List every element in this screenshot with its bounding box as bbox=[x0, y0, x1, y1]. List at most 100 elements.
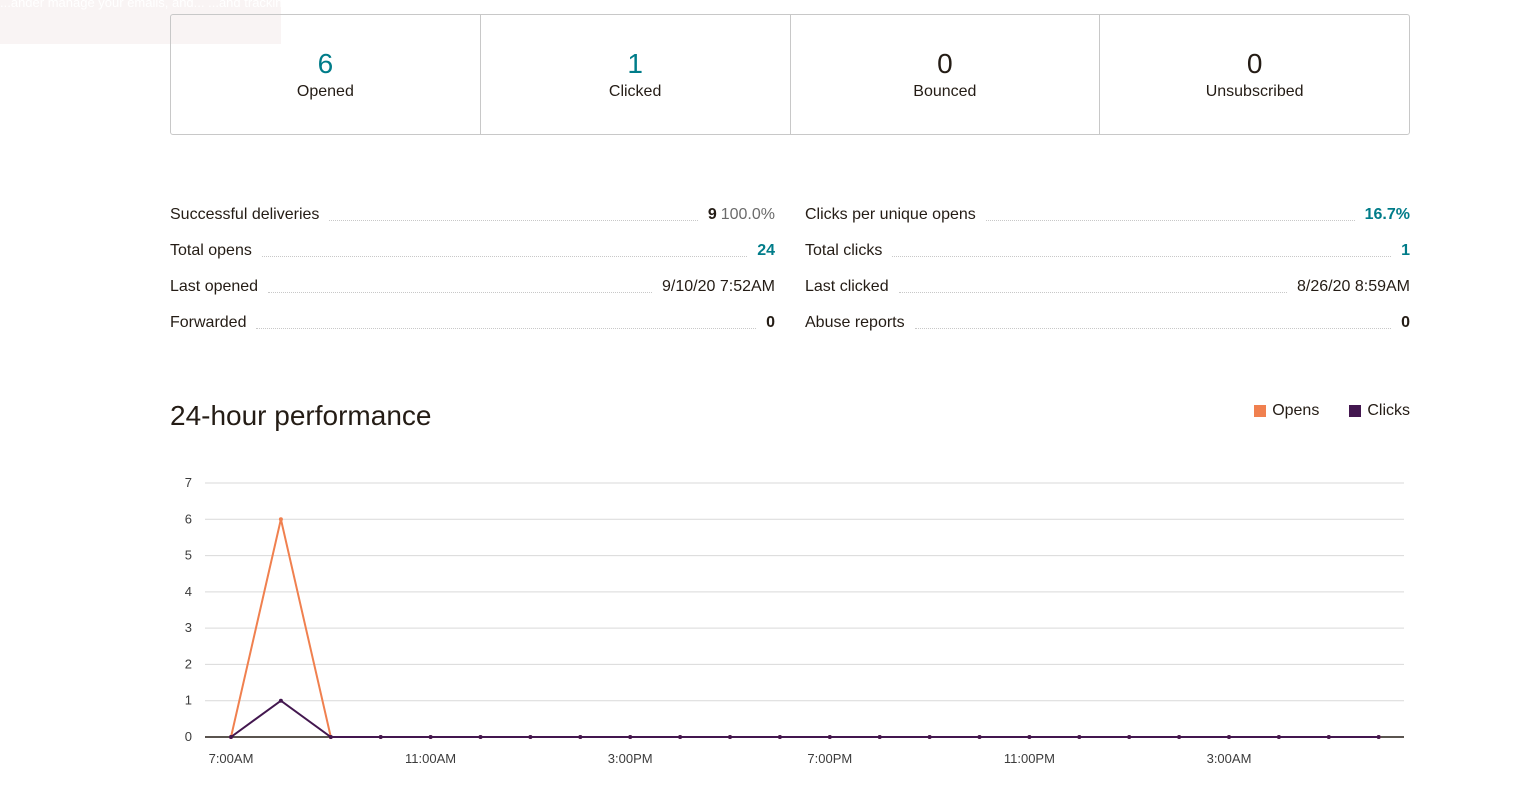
y-tick-label: 0 bbox=[185, 729, 192, 744]
series-line-clicks bbox=[230, 699, 1379, 738]
opens-swatch bbox=[1254, 405, 1267, 417]
chart-legend: Opens Clicks bbox=[1254, 402, 1410, 420]
metric-label: Last opened bbox=[170, 278, 259, 295]
leader-dots bbox=[914, 328, 1392, 329]
metric-label: Clicks per unique opens bbox=[805, 206, 976, 223]
x-tick-label: 3:00PM bbox=[608, 751, 653, 766]
stat-unsubscribed-label: Unsubscribed bbox=[1205, 83, 1304, 100]
point-clicks bbox=[528, 735, 533, 739]
point-clicks bbox=[478, 735, 483, 739]
leader-dots bbox=[256, 328, 757, 329]
point-clicks bbox=[1027, 735, 1032, 739]
stat-bounced-value: 0 bbox=[937, 48, 953, 79]
leader-dots bbox=[261, 256, 748, 257]
point-clicks bbox=[1276, 735, 1281, 739]
y-tick-label: 3 bbox=[185, 620, 192, 635]
metric-value[interactable]: 24 bbox=[757, 242, 775, 268]
clicks-per-opens-link[interactable]: 16.7% bbox=[1364, 206, 1410, 223]
stat-opened[interactable]: 6 Opened bbox=[171, 15, 481, 134]
point-clicks bbox=[1127, 735, 1132, 739]
point-clicks bbox=[1227, 735, 1231, 739]
metric-label: Abuse reports bbox=[805, 314, 905, 331]
metric-label: Successful deliveries bbox=[170, 206, 320, 223]
metric-value[interactable]: 16.7% bbox=[1365, 206, 1410, 232]
point-clicks bbox=[977, 735, 982, 739]
metrics-right: Clicks per unique opens 16.7% Total clic… bbox=[805, 196, 1410, 340]
leader-dots bbox=[268, 292, 653, 293]
metric-label: Last clicked bbox=[805, 278, 889, 295]
metric-value: 9 100.0% bbox=[708, 206, 775, 232]
metric-value: 0 bbox=[1401, 314, 1410, 340]
metric-last-clicked: Last clicked 8/26/20 8:59AM bbox=[805, 268, 1410, 304]
point-clicks bbox=[728, 735, 732, 739]
metric-last-opened: Last opened 9/10/20 7:52AM bbox=[170, 268, 775, 304]
metric-value[interactable]: 1 bbox=[1401, 242, 1410, 268]
notification-toast[interactable]: ...ander manage your emails, and... ...a… bbox=[0, 0, 281, 44]
total-opens-link[interactable]: 24 bbox=[757, 242, 775, 259]
metric-forwarded: Forwarded 0 bbox=[170, 304, 775, 340]
stat-opened-label: Opened bbox=[296, 83, 354, 100]
point-clicks bbox=[1376, 735, 1381, 739]
metric-label: Total opens bbox=[170, 242, 252, 259]
metric-total-clicks: Total clicks 1 bbox=[805, 232, 1410, 268]
metric-label: Forwarded bbox=[170, 314, 247, 331]
total-clicks-link[interactable]: 1 bbox=[1401, 242, 1410, 259]
leader-dots bbox=[892, 256, 1392, 257]
x-tick-label: 11:00PM bbox=[1004, 751, 1055, 766]
stat-clicked-value[interactable]: 1 bbox=[627, 48, 643, 79]
point-clicks bbox=[678, 735, 683, 739]
leader-dots bbox=[985, 220, 1355, 221]
point-clicks bbox=[877, 735, 882, 739]
metric-label: Total clicks bbox=[805, 242, 883, 259]
performance-title: 24-hour performance bbox=[170, 400, 432, 431]
point-clicks bbox=[278, 698, 283, 703]
y-tick-label: 5 bbox=[185, 548, 192, 563]
point-opens bbox=[278, 517, 283, 522]
point-clicks bbox=[328, 735, 333, 739]
y-tick-label: 7 bbox=[185, 475, 192, 490]
summary-stats: 6 Opened 1 Clicked 0 Bounced 0 Unsubscri… bbox=[170, 14, 1410, 135]
point-clicks bbox=[378, 735, 383, 739]
metric-total-opens: Total opens 24 bbox=[170, 232, 775, 268]
abuse-count: 0 bbox=[1401, 314, 1410, 331]
stat-clicked[interactable]: 1 Clicked bbox=[481, 15, 791, 134]
metric-value: 0 bbox=[766, 314, 775, 340]
legend-opens[interactable]: Opens bbox=[1254, 402, 1319, 420]
x-tick-label: 3:00AM bbox=[1207, 751, 1252, 766]
point-clicks bbox=[229, 735, 233, 739]
y-tick-label: 4 bbox=[185, 584, 192, 599]
x-tick-label: 7:00AM bbox=[209, 751, 254, 766]
x-tick-label: 7:00PM bbox=[807, 751, 852, 766]
leader-dots bbox=[898, 292, 1288, 293]
point-clicks bbox=[927, 735, 932, 739]
deliveries-count: 9 bbox=[707, 206, 717, 223]
point-clicks bbox=[628, 735, 633, 739]
metric-value: 9/10/20 7:52AM bbox=[662, 278, 775, 295]
x-tick-label: 11:00AM bbox=[405, 751, 456, 766]
point-clicks bbox=[1077, 735, 1082, 739]
stat-opened-value[interactable]: 6 bbox=[317, 48, 334, 79]
performance-line-chart: 0 1 2 3 4 5 6 7 7:00AM 11:00AM 3:00PM 7:00PM 11:00PM… bbox=[185, 475, 1404, 766]
metric-clicks-per-unique-opens: Clicks per unique opens 16.7% bbox=[805, 196, 1410, 232]
stat-bounced: 0 Bounced bbox=[791, 15, 1101, 134]
metric-value: 8/26/20 8:59AM bbox=[1297, 278, 1410, 295]
deliveries-percent: 100.0% bbox=[720, 206, 775, 223]
metric-abuse-reports: Abuse reports 0 bbox=[805, 304, 1410, 340]
point-clicks bbox=[1177, 735, 1182, 739]
forwarded-count: 0 bbox=[766, 314, 775, 331]
metric-successful-deliveries: Successful deliveries 9 100.0% bbox=[170, 196, 775, 232]
stat-clicked-label: Clicked bbox=[608, 83, 662, 100]
toast-text: ...ander manage your emails, and... ...a… bbox=[0, 0, 281, 10]
point-clicks bbox=[428, 735, 433, 739]
point-clicks bbox=[1326, 735, 1331, 739]
legend-clicks-label: Clicks bbox=[1367, 402, 1410, 419]
stat-unsubscribed-value: 0 bbox=[1246, 48, 1263, 79]
clicks-swatch bbox=[1349, 405, 1362, 417]
y-tick-label: 2 bbox=[185, 656, 192, 671]
leader-dots bbox=[329, 220, 698, 221]
legend-clicks[interactable]: Clicks bbox=[1349, 402, 1410, 420]
stat-bounced-label: Bounced bbox=[913, 83, 977, 100]
point-clicks bbox=[578, 735, 583, 739]
point-clicks bbox=[827, 735, 832, 739]
y-tick-label: 1 bbox=[185, 693, 192, 708]
